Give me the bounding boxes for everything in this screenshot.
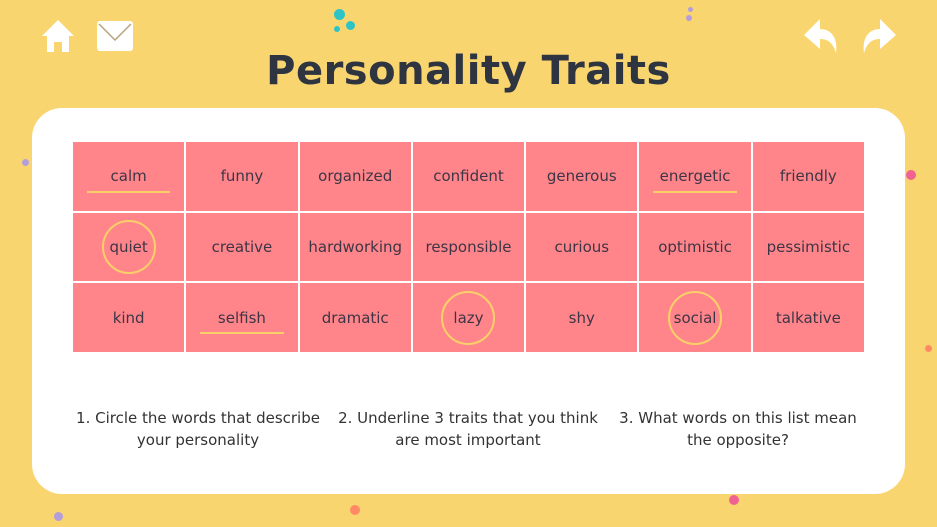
trait-word: funny: [220, 167, 264, 186]
decor-dot: [54, 512, 63, 521]
decor-dot: [729, 495, 739, 505]
forward-arrow-icon[interactable]: [860, 17, 898, 55]
trait-word: talkative: [775, 308, 841, 327]
decor-dot: [688, 7, 693, 12]
trait-cell[interactable]: confident: [412, 142, 525, 211]
trait-cell[interactable]: dramatic: [299, 283, 411, 352]
home-icon[interactable]: [40, 18, 76, 54]
trait-cell[interactable]: friendly: [752, 142, 864, 211]
trait-word: pessimistic: [766, 237, 851, 256]
trait-cell[interactable]: pessimistic: [752, 212, 864, 282]
trait-cell[interactable]: curious: [526, 212, 638, 282]
trait-word: energetic: [659, 167, 731, 186]
trait-cell[interactable]: kind: [73, 283, 185, 352]
instruction-2: 2. Underline 3 traits that you think are…: [338, 409, 598, 449]
trait-word: dramatic: [321, 308, 389, 327]
trait-cell[interactable]: hardworking: [299, 212, 411, 282]
traits-grid: calm funny organized confident generous energ…: [73, 142, 864, 352]
trait-cell[interactable]: responsible: [412, 212, 525, 282]
trait-cell[interactable]: energetic: [639, 142, 751, 211]
mail-icon[interactable]: [96, 20, 134, 52]
trait-word: organized: [318, 167, 393, 186]
trait-word: confident: [433, 167, 504, 186]
trait-cell[interactable]: selfish: [186, 283, 298, 352]
trait-word: creative: [211, 237, 273, 256]
trait-cell[interactable]: funny: [186, 142, 298, 211]
trait-cell[interactable]: creative: [186, 212, 298, 282]
trait-word: social: [668, 290, 723, 345]
trait-cell[interactable]: quiet: [73, 212, 185, 282]
trait-cell[interactable]: social: [639, 283, 751, 352]
decor-dot: [686, 15, 692, 21]
trait-word: friendly: [779, 167, 837, 186]
trait-word: lazy: [441, 290, 496, 345]
trait-cell[interactable]: lazy: [412, 283, 525, 352]
decor-dot: [334, 26, 340, 32]
decor-dot: [334, 9, 345, 20]
trait-cell[interactable]: calm: [73, 142, 185, 211]
decor-dot: [350, 505, 360, 515]
trait-cell[interactable]: optimistic: [639, 212, 751, 282]
trait-word: hardworking: [308, 237, 403, 256]
trait-word: selfish: [217, 308, 266, 327]
decor-dot: [22, 159, 29, 166]
trait-cell[interactable]: shy: [526, 283, 638, 352]
trait-word: generous: [546, 167, 617, 186]
decor-dot: [906, 170, 916, 180]
trait-word: kind: [112, 308, 145, 327]
trait-cell[interactable]: organized: [299, 142, 411, 211]
trait-word: optimistic: [658, 237, 732, 256]
trait-cell[interactable]: generous: [526, 142, 638, 211]
decor-dot: [925, 345, 932, 352]
trait-word: shy: [568, 308, 595, 327]
reply-arrow-icon[interactable]: [802, 17, 840, 55]
trait-word: responsible: [425, 237, 512, 256]
decor-dot: [346, 21, 355, 30]
page-title: Personality Traits: [266, 48, 671, 94]
trait-word: curious: [554, 237, 610, 256]
instruction-1: 1. Circle the words that describe your p…: [76, 409, 320, 449]
trait-word: calm: [110, 167, 147, 186]
trait-cell[interactable]: talkative: [752, 283, 864, 352]
trait-word: quiet: [101, 219, 156, 274]
instruction-3: 3. What words on this list mean the oppo…: [619, 409, 857, 449]
